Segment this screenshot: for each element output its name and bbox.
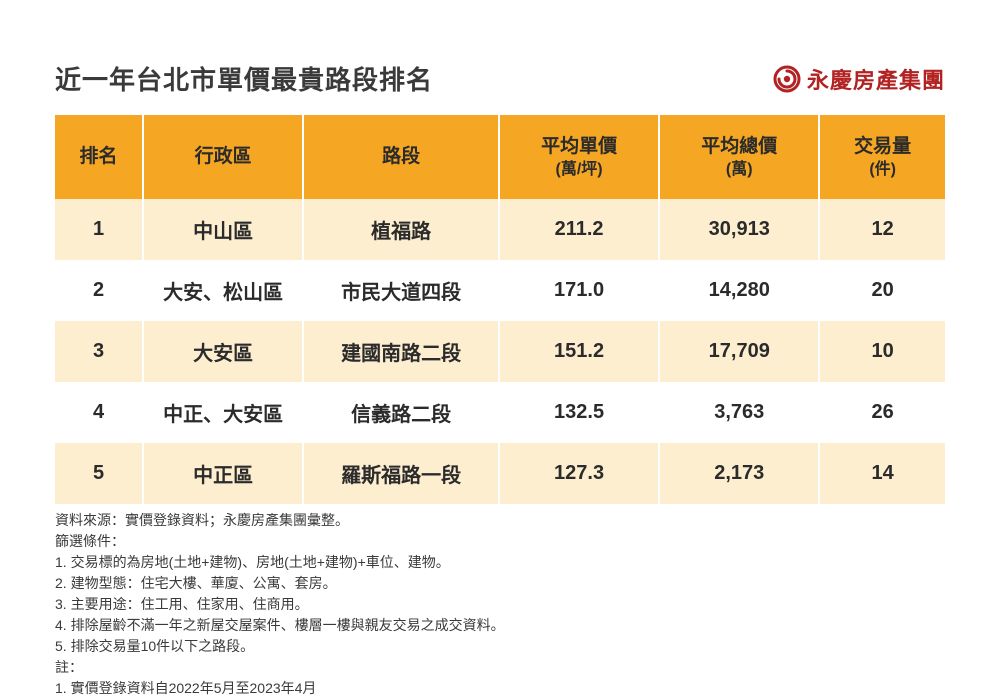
cell-district: 中正、大安區	[144, 382, 304, 443]
col-label: 平均單價	[541, 136, 617, 157]
cell-volume: 20	[820, 260, 945, 321]
cell-unit_price: 127.3	[500, 443, 660, 504]
cell-volume: 10	[820, 321, 945, 382]
cell-rank: 5	[55, 443, 144, 504]
cell-district: 中山區	[144, 199, 304, 260]
table-row: 1中山區植福路211.230,91312	[55, 199, 945, 260]
note-filter-item: 5. 排除交易量10件以下之路段。	[55, 636, 945, 657]
cell-total_price: 3,763	[660, 382, 820, 443]
col-header: 排名	[55, 115, 144, 199]
cell-road: 植福路	[304, 199, 500, 260]
cell-district: 大安區	[144, 321, 304, 382]
cell-district: 大安、松山區	[144, 260, 304, 321]
cell-unit_price: 132.5	[500, 382, 660, 443]
col-label: 行政區	[195, 146, 252, 167]
note-filter-item: 3. 主要用途：住工用、住家用、住商用。	[55, 594, 945, 615]
ranking-table: 排名 行政區 路段 平均單價 (萬/坪) 平均總價 (萬) 交易量 (件) 1中山區植福路211…	[55, 115, 945, 504]
col-header: 行政區	[144, 115, 304, 199]
note-filter-item: 2. 建物型態：住宅大樓、華廈、公寓、套房。	[55, 573, 945, 594]
cell-rank: 2	[55, 260, 144, 321]
col-header: 平均單價 (萬/坪)	[500, 115, 660, 199]
col-header: 路段	[304, 115, 500, 199]
cell-road: 信義路二段	[304, 382, 500, 443]
brand-logo-icon	[773, 65, 801, 93]
table-row: 4中正、大安區信義路二段132.53,76326	[55, 382, 945, 443]
col-sublabel: (萬/坪)	[506, 160, 652, 179]
cell-unit_price: 151.2	[500, 321, 660, 382]
cell-rank: 4	[55, 382, 144, 443]
note-remark-label: 註：	[55, 657, 945, 678]
col-header: 平均總價 (萬)	[660, 115, 820, 199]
cell-unit_price: 171.0	[500, 260, 660, 321]
col-sublabel: (萬)	[666, 160, 812, 179]
col-header: 交易量 (件)	[820, 115, 945, 199]
cell-total_price: 17,709	[660, 321, 820, 382]
cell-district: 中正區	[144, 443, 304, 504]
table-row: 5中正區羅斯福路一段127.32,17314	[55, 443, 945, 504]
col-label: 路段	[382, 146, 420, 167]
cell-volume: 26	[820, 382, 945, 443]
note-remark-item: 1. 實價登錄資料自2022年5月至2023年4月	[55, 678, 945, 699]
col-label: 排名	[79, 146, 117, 167]
col-label: 交易量	[854, 136, 911, 157]
note-filter-label: 篩選條件：	[55, 531, 945, 552]
table-body: 1中山區植福路211.230,913122大安、松山區市民大道四段171.014…	[55, 199, 945, 504]
table-row: 2大安、松山區市民大道四段171.014,28020	[55, 260, 945, 321]
cell-rank: 1	[55, 199, 144, 260]
cell-unit_price: 211.2	[500, 199, 660, 260]
note-source: 資料來源：實價登錄資料；永慶房產集團彙整。	[55, 510, 945, 531]
cell-total_price: 14,280	[660, 260, 820, 321]
col-label: 平均總價	[701, 136, 777, 157]
cell-volume: 12	[820, 199, 945, 260]
brand-name: 永慶房產集團	[807, 63, 945, 95]
cell-total_price: 2,173	[660, 443, 820, 504]
cell-road: 市民大道四段	[304, 260, 500, 321]
brand: 永慶房產集團	[773, 63, 945, 95]
notes-block: 資料來源：實價登錄資料；永慶房產集團彙整。 篩選條件： 1. 交易標的為房地(土…	[55, 510, 945, 699]
page-title: 近一年台北市單價最貴路段排名	[55, 60, 433, 97]
table-header: 排名 行政區 路段 平均單價 (萬/坪) 平均總價 (萬) 交易量 (件)	[55, 115, 945, 199]
cell-road: 羅斯福路一段	[304, 443, 500, 504]
table-row: 3大安區建國南路二段151.217,70910	[55, 321, 945, 382]
note-filter-item: 4. 排除屋齡不滿一年之新屋交屋案件、樓層一樓與親友交易之成交資料。	[55, 615, 945, 636]
cell-road: 建國南路二段	[304, 321, 500, 382]
cell-volume: 14	[820, 443, 945, 504]
header: 近一年台北市單價最貴路段排名 永慶房產集團	[55, 60, 945, 97]
cell-total_price: 30,913	[660, 199, 820, 260]
cell-rank: 3	[55, 321, 144, 382]
col-sublabel: (件)	[826, 160, 939, 179]
note-filter-item: 1. 交易標的為房地(土地+建物)、房地(土地+建物)+車位、建物。	[55, 552, 945, 573]
